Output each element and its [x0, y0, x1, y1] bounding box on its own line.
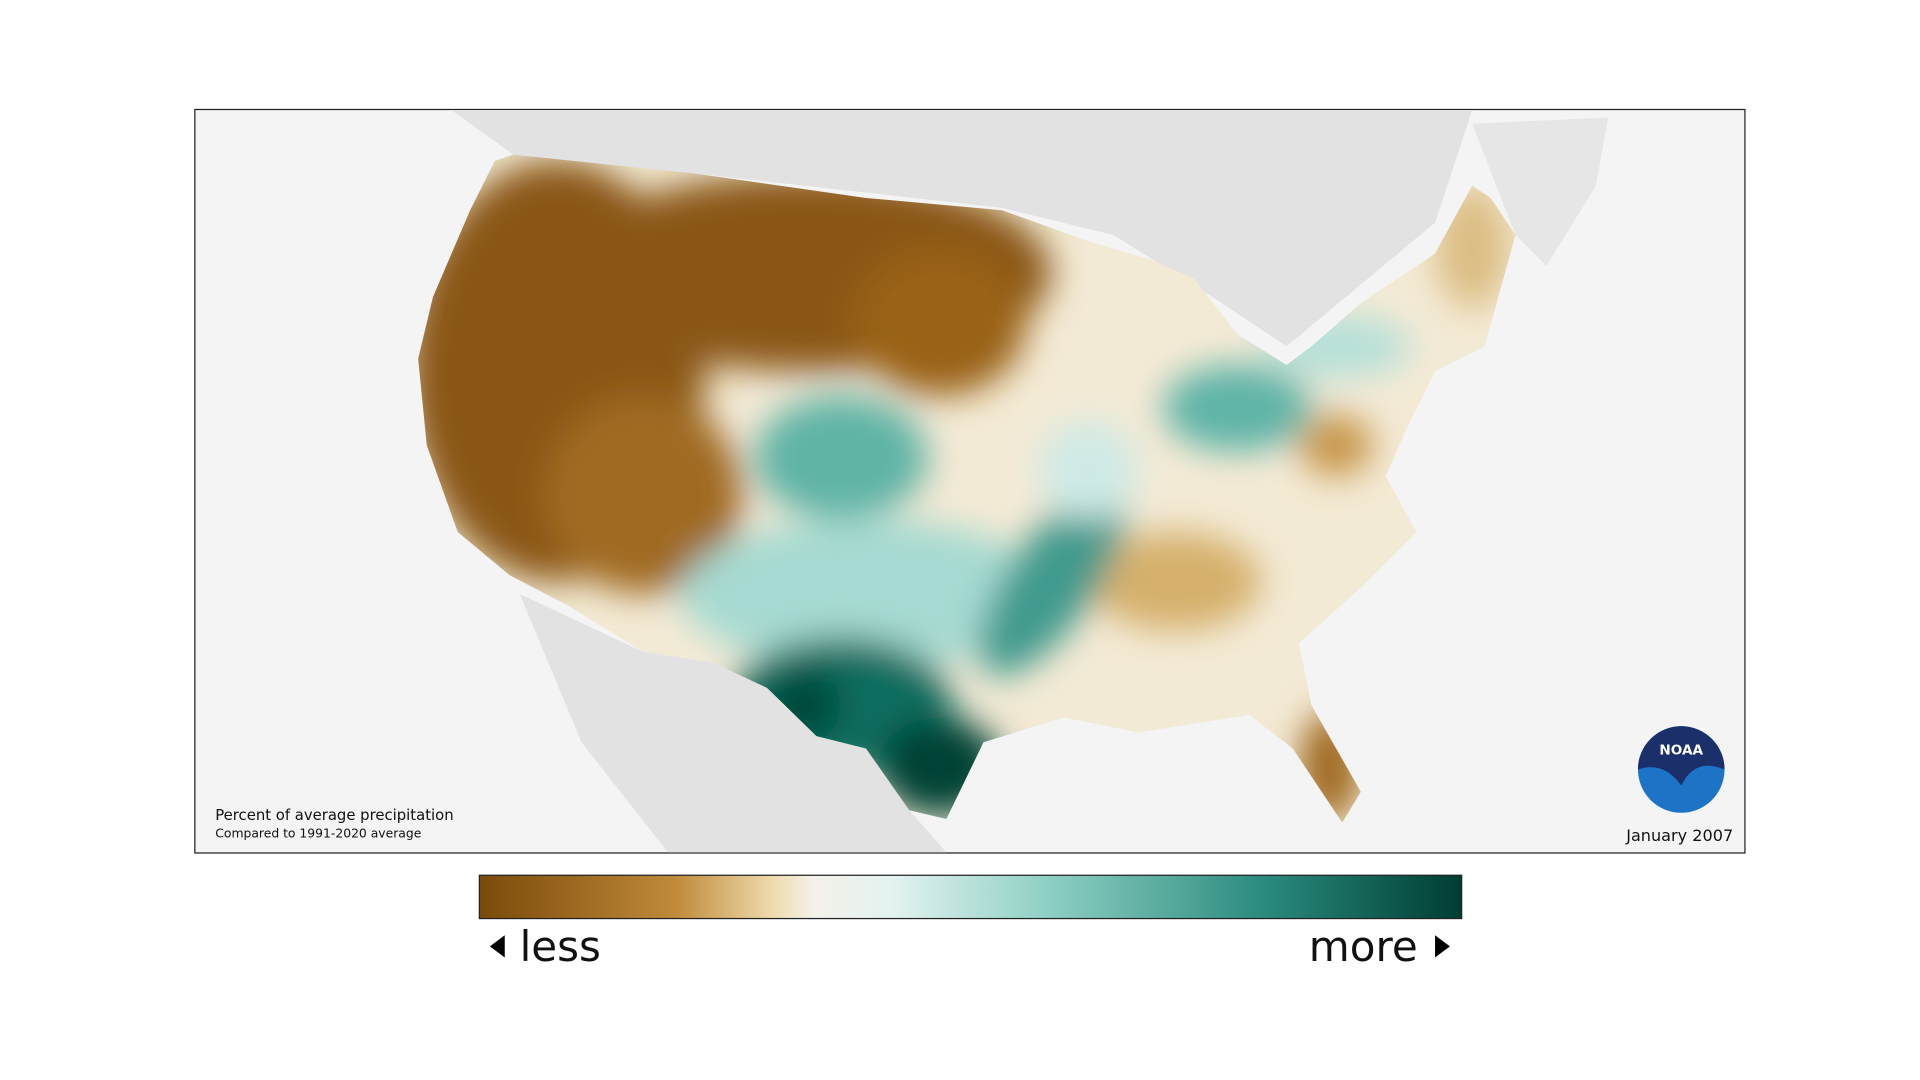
arrow-left: [489, 935, 505, 958]
legend-high: more: [1309, 922, 1418, 971]
caption-subtitle: Compared to 1991-2020 average: [215, 827, 421, 841]
logo: NOAA: [1637, 726, 1725, 813]
logo-text: NOAA: [1659, 743, 1703, 759]
color-bar: [478, 874, 1463, 920]
caption-title: Percent of average precipitation: [215, 807, 453, 824]
legend-low: less: [520, 922, 601, 971]
date-label: January 2007: [1625, 826, 1733, 845]
arrow-right: [1435, 935, 1450, 958]
